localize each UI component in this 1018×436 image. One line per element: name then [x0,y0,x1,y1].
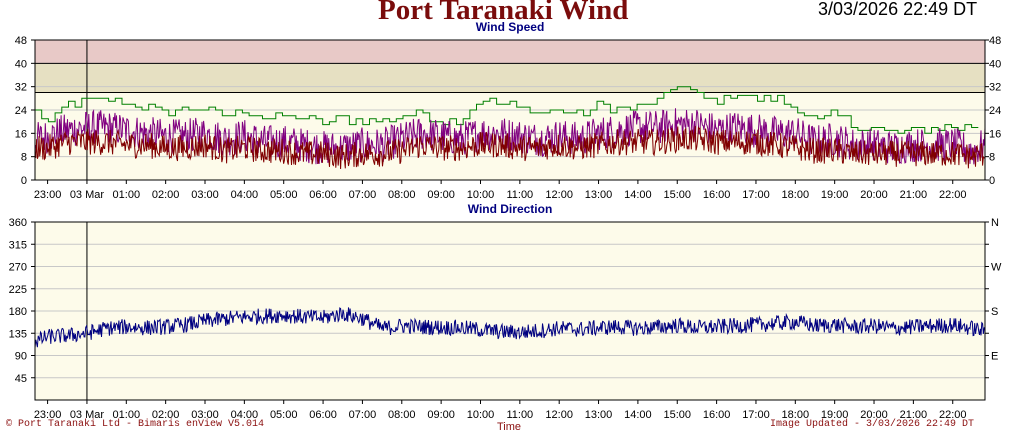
speed-xtick-label: 19:00 [821,189,849,201]
direction-ytick-label: 270 [9,262,27,274]
direction-xtick-label: 19:00 [821,409,849,421]
speed-xtick-label: 13:00 [585,189,613,201]
direction-xtick-label: 06:00 [309,409,337,421]
direction-xtick-label: 17:00 [742,409,770,421]
direction-xtick-label: 11:00 [506,409,533,421]
speed-xtick-label: 18:00 [782,189,810,201]
direction-compass-label: N [991,217,999,229]
speed-band-1 [35,63,985,93]
direction-xtick-label: 14:00 [624,409,652,421]
direction-ytick-label: 315 [9,239,27,251]
direction-xtick-label: 16:00 [703,409,731,421]
speed-xtick-label: 06:00 [309,189,337,201]
speed-xtick-label: 17:00 [742,189,770,201]
speed-xtick-label: 23:00 [34,189,62,201]
speed-band-0 [35,40,985,64]
direction-xtick-label: 21:00 [900,409,928,421]
chart-main-title: Port Taranaki Wind [378,0,629,26]
speed-xtick-label: 22:00 [939,189,967,201]
direction-compass-label: S [991,306,998,318]
speed-ytick-label-right: 32 [989,82,1001,94]
speed-ytick-label: 16 [15,128,27,140]
speed-ytick-label: 24 [15,105,27,117]
direction-xtick-label: 03:00 [191,409,219,421]
speed-ytick-label: 0 [21,175,27,187]
direction-xtick-label: 08:00 [388,409,416,421]
direction-xtick-label: 22:00 [939,409,967,421]
speed-xtick-label: 21:00 [900,189,928,201]
direction-xtick-label: 04:00 [231,409,259,421]
speed-ytick-label-right: 8 [989,152,995,164]
direction-ytick-label: 90 [15,351,27,363]
direction-ytick-label: 135 [9,328,27,340]
speed-xtick-label: 12:00 [545,189,573,201]
speed-ytick-label: 8 [21,152,27,164]
speed-mean-series [34,126,986,170]
direction-compass-label: E [991,351,998,363]
speed-xtick-label: 05:00 [270,189,298,201]
direction-direction-series [34,307,985,348]
direction-xtick-label: 15:00 [663,409,691,421]
speed-title: Wind Speed [476,20,545,34]
speed-ytick-label: 48 [15,35,27,47]
direction-title: Wind Direction [468,202,553,216]
speed-xtick-label: 11:00 [506,189,533,201]
image-updated-text: Image Updated - 3/03/2026 22:49 DT [770,419,975,430]
speed-ytick-label-right: 24 [989,105,1001,117]
speed-xtick-label: 20:00 [860,189,888,201]
direction-xtick-label: 13:00 [585,409,613,421]
speed-xtick-label: 09:00 [427,189,455,201]
speed-ytick-label: 40 [15,58,27,70]
speed-xtick-label: 16:00 [703,189,731,201]
direction-xtick-label: 02:00 [152,409,180,421]
direction-chart: Wind Direction 45 90 135 180 225 270 315 360 E S W N… [9,202,1002,421]
direction-xtick-label: 23:00 [34,409,62,421]
direction-xtick-label: 10:00 [467,409,495,421]
speed-xtick-label: 02:00 [152,189,180,201]
speed-ytick-label: 32 [15,82,27,94]
speed-ytick-label-right: 48 [989,35,1001,47]
speed-xtick-label: 15:00 [663,189,691,201]
direction-xtick-label: 12:00 [545,409,573,421]
speed-ytick-label-right: 40 [989,58,1001,70]
direction-ytick-label: 225 [9,284,27,296]
speed-ytick-label-right: 0 [989,175,995,187]
direction-xtick-label: 01:00 [113,409,141,421]
speed-xtick-label: 10:00 [467,189,495,201]
direction-ytick-label: 180 [9,306,27,318]
direction-ytick-label: 360 [9,217,27,229]
speed-xtick-label: 03 Mar [70,189,105,201]
copyright-text: © Port Taranaki Ltd - Bimaris enView V5.… [6,419,265,430]
time-axis-label: Time [497,421,522,433]
speed-chart: Wind Speed 0 0 8 8 16 16 24 24 32 32 40 40 48 48 23:00 0… [15,20,1002,201]
speed-xtick-label: 04:00 [231,189,259,201]
direction-ytick-label: 45 [15,373,27,385]
direction-xtick-label: 20:00 [860,409,888,421]
direction-xtick-label: 07:00 [349,409,377,421]
speed-xtick-label: 07:00 [349,189,377,201]
timestamp: 3/03/2026 22:49 DT [818,0,978,19]
direction-xtick-label: 03 Mar [70,409,105,421]
speed-ytick-label-right: 16 [989,128,1001,140]
speed-xtick-label: 14:00 [624,189,652,201]
speed-xtick-label: 01:00 [113,189,141,201]
speed-xtick-label: 03:00 [191,189,219,201]
speed-xtick-label: 08:00 [388,189,416,201]
direction-compass-label: W [991,262,1002,274]
direction-xtick-label: 09:00 [427,409,455,421]
direction-xtick-label: 18:00 [782,409,810,421]
speed-gust-series [35,86,979,134]
direction-xtick-label: 05:00 [270,409,298,421]
